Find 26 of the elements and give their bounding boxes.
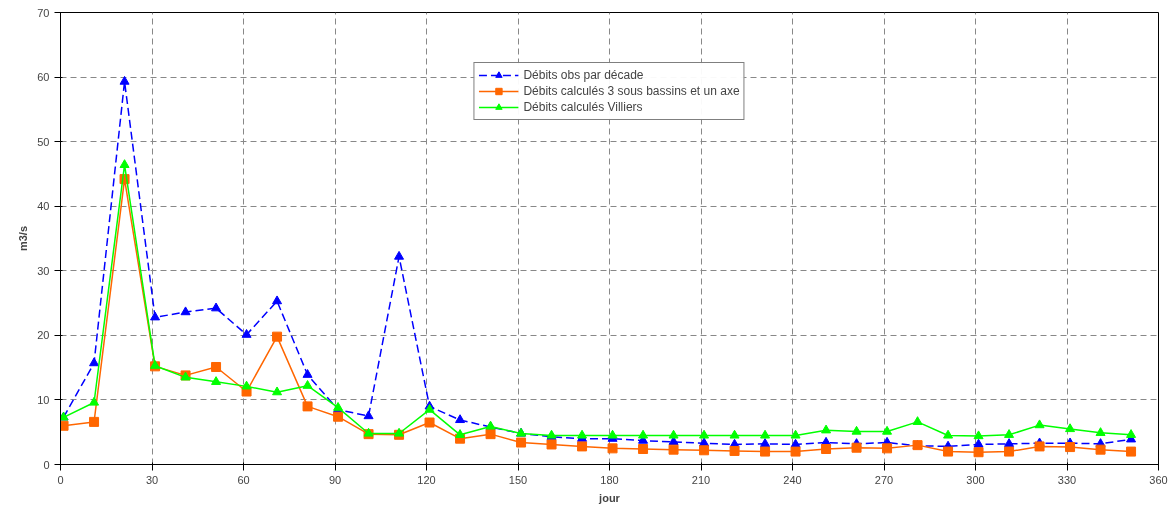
- x-tick-label: 60: [237, 473, 250, 486]
- y-tick-label: 70: [37, 6, 50, 19]
- x-tick-label: 180: [600, 473, 619, 486]
- x-tick-label: 120: [417, 473, 436, 486]
- y-axis-title: m3/s: [17, 225, 30, 252]
- x-tick-label: 210: [691, 473, 711, 486]
- x-tick-label: 90: [328, 473, 342, 486]
- x-tick-label: 30: [145, 473, 159, 486]
- x-tick-label: 150: [508, 473, 528, 486]
- y-tick-label: 20: [37, 329, 50, 342]
- x-tick-label: 300: [966, 473, 985, 486]
- x-axis-title: jour: [598, 491, 621, 504]
- y-tick-label: 40: [37, 200, 50, 213]
- legend-label: Débits calculés 3 sous bassins et un axe: [523, 83, 740, 99]
- x-tick-label: 360: [1149, 473, 1168, 486]
- legend-label: Débits calculés Villiers: [523, 99, 643, 115]
- x-tick-label: 330: [1057, 473, 1077, 486]
- y-tick-label: 60: [37, 71, 50, 84]
- y-tick-label: 50: [37, 135, 50, 148]
- x-tick-label: 0: [57, 473, 64, 486]
- y-tick-label: 10: [37, 393, 50, 406]
- x-tick-label: 270: [874, 473, 894, 486]
- legend-label: Débits obs par décade: [523, 67, 644, 83]
- y-tick-label: 0: [43, 458, 50, 471]
- x-tick-label: 240: [783, 473, 802, 486]
- y-tick-label: 30: [37, 264, 50, 277]
